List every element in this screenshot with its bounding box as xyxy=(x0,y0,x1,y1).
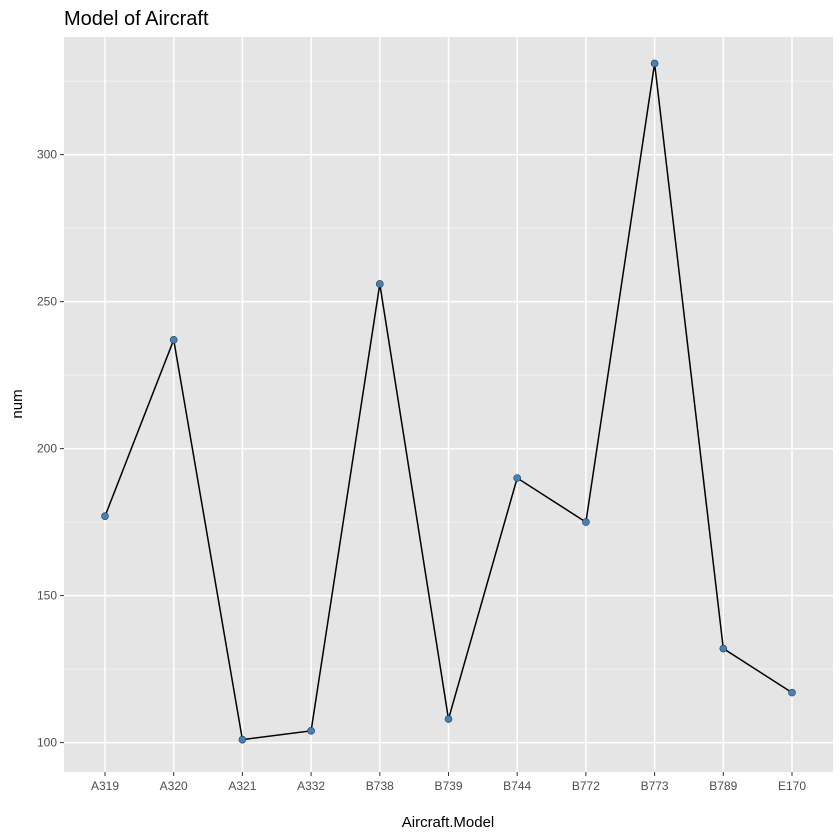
y-axis: 100 150 200 250 300 xyxy=(37,148,64,750)
data-point xyxy=(788,688,796,697)
x-tick-label: E170 xyxy=(778,779,806,793)
y-tick-label: 200 xyxy=(37,442,57,456)
y-axis-title: num xyxy=(9,389,26,418)
data-point xyxy=(238,735,247,744)
data-point xyxy=(444,715,453,723)
data-point xyxy=(169,336,178,344)
data-point xyxy=(719,644,728,653)
data-point xyxy=(375,280,384,288)
x-tick-label: B739 xyxy=(434,779,462,793)
data-point xyxy=(307,727,315,735)
x-tick-label: A319 xyxy=(91,779,119,793)
y-tick-label: 300 xyxy=(37,148,57,162)
x-tick-label: B789 xyxy=(709,779,737,793)
data-point xyxy=(513,474,522,482)
y-tick-label: 150 xyxy=(37,589,57,603)
x-tick-label: A320 xyxy=(160,779,188,793)
x-tick-label: A321 xyxy=(228,779,256,793)
x-tick-label: A332 xyxy=(297,779,325,793)
x-tick-label: B744 xyxy=(503,779,531,793)
y-tick-label: 100 xyxy=(37,736,57,750)
series xyxy=(101,59,796,744)
y-tick-label: 250 xyxy=(37,295,57,309)
data-point xyxy=(650,59,659,68)
x-axis: A319 A320 A321 A332 B738 B739 B744 B772 B773 B789… xyxy=(91,772,806,793)
x-tick-label: B738 xyxy=(366,779,394,793)
x-axis-title: Aircraft.Model xyxy=(402,814,495,831)
data-point xyxy=(582,518,590,526)
x-tick-label: B773 xyxy=(641,779,669,793)
x-tick-label: B772 xyxy=(572,779,600,793)
chart-title: Model of Aircraft xyxy=(64,8,209,30)
data-point xyxy=(101,512,109,521)
